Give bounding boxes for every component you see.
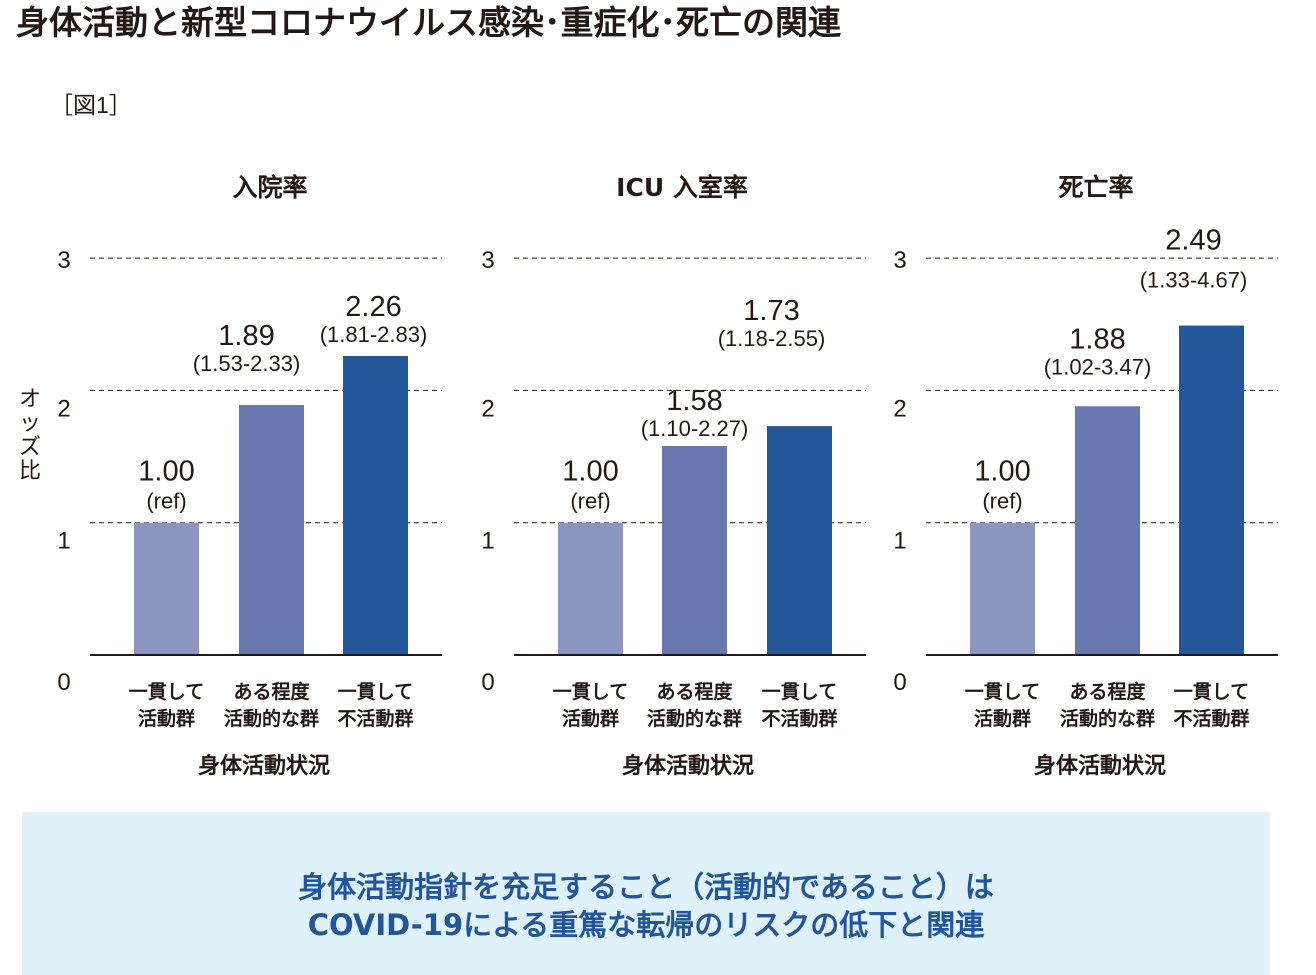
value-label: 1.73 (743, 295, 799, 327)
x-tick-label: 一貫して (762, 681, 837, 703)
x-tick-label: 一貫して (965, 681, 1040, 703)
y-tick-label: 3 (893, 247, 906, 274)
y-tick-label: 0 (57, 669, 70, 696)
x-tick-label: 不活動群 (337, 707, 413, 730)
banner-line-1: 身体活動指針を充足すること（活動的であること）は (298, 870, 994, 904)
y-axis-label-char: ズ (18, 435, 41, 460)
y-axis-label-char: ッ (18, 411, 41, 436)
figure-label: ［図1］ (50, 92, 132, 118)
y-tick-label: 3 (57, 247, 70, 274)
x-tick-label: 不活動群 (1173, 707, 1249, 730)
bar (239, 404, 304, 655)
y-tick-label: 2 (481, 395, 494, 422)
x-tick-label: ある程度 (1069, 680, 1146, 703)
ci-label: (1.33-4.67) (1140, 268, 1248, 293)
panel-title-mortality: 死亡率 (1058, 173, 1134, 202)
x-tick-label: ある程度 (656, 680, 733, 703)
y-tick-label: 2 (57, 395, 70, 422)
value-label: 2.49 (1165, 225, 1221, 257)
y-tick-label: 2 (893, 395, 906, 422)
bar (1075, 406, 1140, 655)
x-tick-label: ある程度 (233, 680, 310, 703)
y-tick-label: 0 (481, 669, 494, 696)
y-tick-label: 0 (893, 669, 906, 696)
ci-label: (1.18-2.55) (718, 326, 826, 351)
x-axis-title: 身体活動状況 (1034, 753, 1166, 779)
x-tick-label: 一貫して (338, 681, 413, 703)
value-label: 1.88 (1069, 323, 1125, 355)
bar (970, 522, 1035, 655)
ci-label: (ref) (570, 489, 610, 514)
y-tick-label: 1 (57, 528, 70, 555)
ci-label: (1.02-3.47) (1044, 354, 1152, 379)
y-tick-label: 1 (893, 528, 906, 555)
ci-label: (1.53-2.33) (193, 351, 301, 376)
bar (1179, 325, 1244, 655)
x-axis-title: 身体活動状況 (622, 753, 754, 779)
y-axis-label-char: オ (18, 387, 41, 412)
y-tick-label: 1 (481, 528, 494, 555)
x-axis-title: 身体活動状況 (198, 753, 330, 779)
y-tick-label: 3 (481, 247, 494, 274)
bar (343, 356, 408, 655)
x-tick-label: 活動的な群 (1060, 707, 1155, 730)
ci-label: (ref) (146, 489, 186, 514)
value-label: 1.00 (138, 456, 194, 488)
banner-line-2: COVID-19による重篤な転帰のリスクの低下と関連 (307, 908, 985, 942)
x-tick-label: 活動的な群 (224, 707, 319, 730)
page-title: 身体活動と新型コロナウイルス感染･重症化･死亡の関連 (16, 3, 841, 42)
x-tick-label: 一貫して (129, 681, 204, 703)
x-tick-label: 一貫して (1174, 681, 1249, 703)
value-label: 1.89 (218, 320, 274, 352)
conclusion-banner: 身体活動指針を充足すること（活動的であること）は COVID-19による重篤な転… (22, 812, 1270, 975)
x-tick-label: 活動的な群 (647, 707, 742, 730)
bar (558, 522, 623, 655)
value-label: 1.58 (666, 385, 722, 417)
x-tick-label: 活動群 (974, 707, 1031, 730)
bar (767, 426, 832, 655)
x-tick-label: 活動群 (562, 707, 619, 730)
bar (662, 445, 727, 655)
bar-charts: 01231.00(ref)一貫して活動群1.89(1.53-2.33)ある程度活… (57, 225, 1278, 779)
panel-title-hospitalization: 入院率 (232, 173, 308, 202)
value-label: 2.26 (345, 291, 401, 323)
x-tick-label: 一貫して (553, 681, 628, 703)
bar (134, 522, 199, 655)
x-tick-label: 活動群 (138, 707, 195, 730)
ci-label: (1.81-2.83) (320, 322, 428, 347)
value-label: 1.00 (562, 456, 618, 488)
value-label: 1.00 (974, 456, 1030, 488)
y-axis-label-char: 比 (18, 459, 41, 484)
ci-label: (1.10-2.27) (641, 416, 749, 441)
panel-title-icu: ICU 入室率 (616, 173, 748, 202)
y-axis-label: オ ッ ズ 比 (16, 388, 44, 484)
x-tick-label: 不活動群 (761, 707, 837, 730)
ci-label: (ref) (982, 489, 1022, 514)
